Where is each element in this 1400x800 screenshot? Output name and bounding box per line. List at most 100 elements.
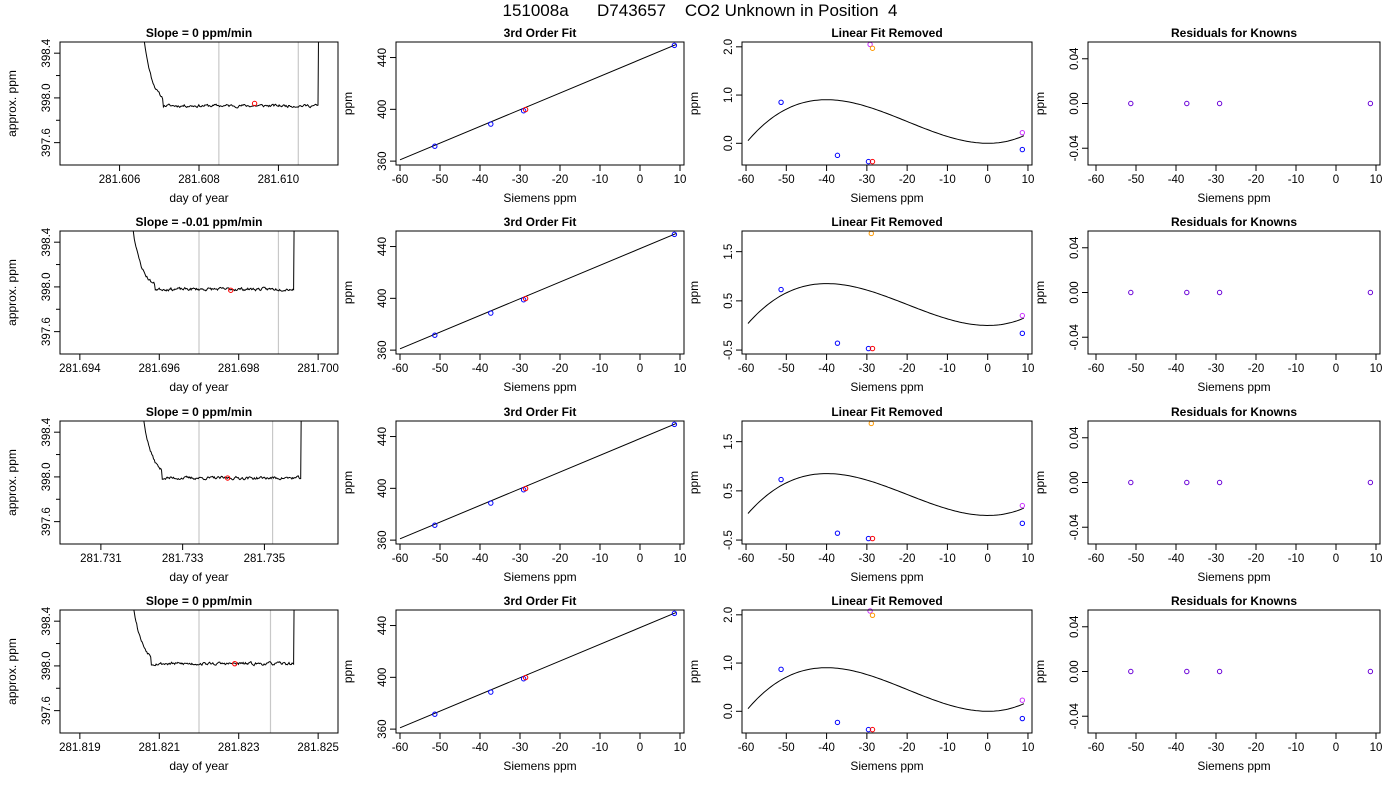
x-tick-label: 0 (637, 174, 643, 186)
data-point (1019, 697, 1026, 703)
panel-title: Slope = 0 ppm/min (146, 26, 252, 40)
x-tick-label: 10 (1370, 174, 1383, 186)
x-tick-label: -20 (552, 742, 569, 754)
x-tick-label: -40 (1168, 742, 1185, 754)
data-point (1019, 520, 1026, 527)
concentration-trace (132, 231, 295, 292)
plot-area (747, 99, 1025, 144)
x-tick-label: 10 (674, 174, 687, 186)
x-tick-label: -30 (859, 363, 876, 375)
x-tick-label: 281.819 (59, 742, 101, 754)
y-tick-label: 440 (377, 48, 389, 67)
x-tick-label: -30 (859, 553, 876, 565)
plot-area (133, 610, 295, 733)
data-point (432, 711, 438, 717)
y-tick-label: 1.5 (723, 244, 735, 260)
x-tick-label: -20 (899, 553, 916, 565)
data-point (834, 152, 841, 159)
data-point (522, 674, 529, 681)
x-tick-label: -60 (1088, 174, 1105, 186)
plot-area (132, 231, 295, 354)
data-point (1128, 668, 1134, 675)
y-tick-label: 398.4 (41, 227, 53, 256)
y-tick-label: 400 (377, 668, 389, 687)
x-axis-label: Siemens ppm (850, 570, 923, 584)
y-tick-label: 397.6 (41, 317, 53, 346)
y-tick-label: 0.00 (1069, 92, 1081, 114)
x-tick-label: 10 (674, 742, 687, 754)
x-tick-label: 10 (674, 363, 687, 375)
y-tick-label: 398.4 (41, 606, 53, 635)
x-tick-label: -40 (818, 174, 835, 186)
fit-line (399, 233, 677, 350)
x-tick-label: 281.823 (218, 742, 260, 754)
x-tick-label: -60 (738, 742, 755, 754)
x-tick-label: -40 (472, 363, 489, 375)
panel-title: Linear Fit Removed (831, 594, 942, 608)
plot-area (747, 473, 1025, 517)
y-axis-label: approx. ppm (5, 70, 19, 137)
data-point (488, 689, 494, 695)
cubic-curve (747, 283, 1025, 327)
concentration-trace (143, 421, 302, 481)
panel-timeseries: Slope = -0.01 ppm/min day of year approx. … (5, 215, 339, 394)
panel-fit: 3rd Order Fit Siemens ppm ppm -60 -50 -40 -30 -… (341, 405, 686, 584)
x-axis-label: Siemens ppm (850, 759, 923, 773)
x-tick-label: 0 (1333, 742, 1339, 754)
x-tick-label: -20 (552, 553, 569, 565)
sample-marker (251, 100, 258, 107)
data-point (778, 476, 784, 483)
y-tick-label: 398.4 (41, 417, 53, 446)
y-axis-label: ppm (1033, 281, 1047, 304)
x-tick-label: -60 (1088, 553, 1105, 565)
y-axis-label: ppm (687, 660, 701, 683)
x-tick-label: -30 (1208, 553, 1225, 565)
cubic-curve (747, 667, 1025, 712)
x-tick-label: -40 (1168, 174, 1185, 186)
x-tick-label: 0 (1333, 363, 1339, 375)
x-tick-label: -20 (899, 742, 916, 754)
x-axis-label: day of year (169, 380, 228, 394)
y-tick-label: 440 (377, 427, 389, 446)
y-tick-label: -0.5 (723, 530, 735, 550)
x-tick-label: 281.825 (297, 742, 339, 754)
y-axis-label: ppm (341, 281, 355, 304)
concentration-trace (143, 42, 319, 109)
y-axis-label: ppm (341, 92, 355, 115)
data-point (834, 719, 841, 726)
x-tick-label: -50 (778, 553, 795, 565)
panel-timeseries: Slope = 0 ppm/min day of year approx. ppm 2… (5, 26, 339, 205)
x-tick-label: -10 (1288, 174, 1305, 186)
data-point (522, 295, 529, 302)
data-point (869, 345, 876, 352)
x-tick-label: -40 (472, 742, 489, 754)
panel-title: Slope = 0 ppm/min (146, 405, 252, 419)
y-axis-label: approx. ppm (5, 638, 19, 705)
panel-title: 3rd Order Fit (504, 26, 577, 40)
x-tick-label: -30 (859, 174, 876, 186)
data-point (1019, 330, 1026, 337)
y-tick-label: 397.6 (41, 696, 53, 725)
data-point (868, 230, 874, 237)
x-tick-label: -60 (738, 174, 755, 186)
fit-line (399, 423, 677, 540)
x-axis-label: Siemens ppm (850, 380, 923, 394)
plot-area (143, 421, 302, 544)
x-tick-label: -10 (1288, 363, 1305, 375)
fit-line (399, 612, 677, 729)
x-tick-label: -10 (939, 174, 956, 186)
y-tick-label: 0.0 (723, 135, 735, 151)
y-axis-label: ppm (687, 281, 701, 304)
x-axis-label: Siemens ppm (503, 191, 576, 205)
y-tick-label: -0.04 (1069, 324, 1081, 351)
x-tick-label: -20 (552, 363, 569, 375)
panel-title: 3rd Order Fit (504, 215, 577, 229)
y-tick-label: 0.04 (1069, 47, 1081, 70)
panel-title: Residuals for Knowns (1171, 215, 1297, 229)
y-tick-label: 360 (377, 720, 389, 739)
y-axis-label: approx. ppm (5, 449, 19, 516)
plot-frame (741, 41, 1033, 166)
x-tick-label: -60 (1088, 363, 1105, 375)
y-tick-label: 0.00 (1069, 281, 1081, 303)
